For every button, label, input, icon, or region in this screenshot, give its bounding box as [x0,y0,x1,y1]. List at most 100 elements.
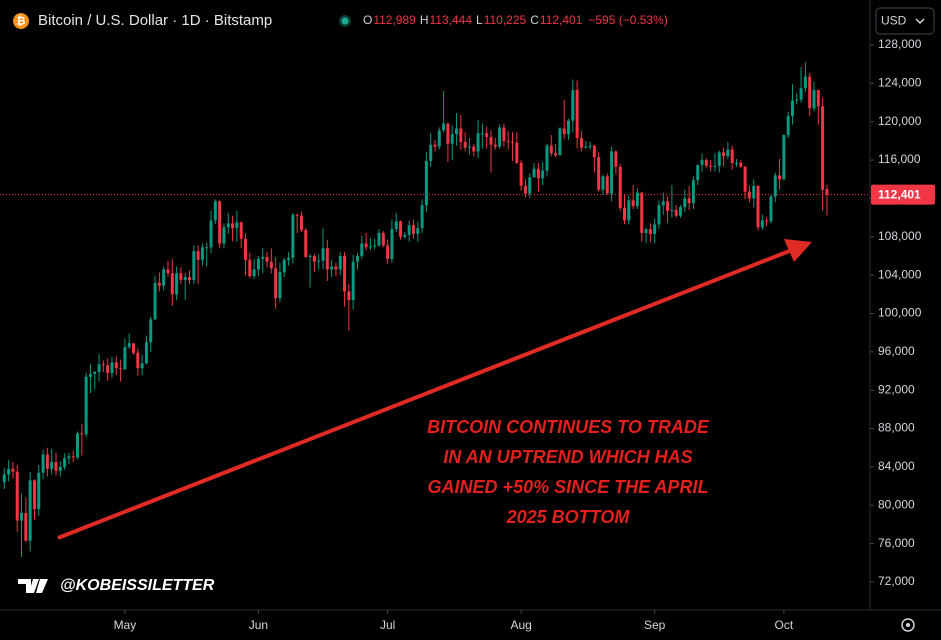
candle-body [717,152,721,166]
candle-body [511,141,515,143]
candle-body [790,100,794,116]
candle-body [334,266,338,270]
candle-body [519,162,523,186]
candle-body [368,246,372,248]
candle-body [450,134,454,144]
candle-body [200,247,204,260]
candle-body [713,165,717,167]
candle-body [390,229,394,259]
legend-key: H [420,13,429,27]
candle-body [399,221,403,237]
candle-body [140,363,144,369]
candle-body [523,185,527,194]
logo [18,579,48,593]
candle-body [515,142,519,163]
candle-body [360,243,364,256]
coin-icon [13,13,29,29]
candle-body [162,269,166,286]
candle-body [696,164,700,181]
candle-body [476,133,480,152]
candle-body [489,137,493,145]
candle-body [411,225,415,234]
candle-body [437,130,441,147]
x-tick-label: May [114,618,137,632]
candle-body [640,192,644,233]
candle-body [678,207,682,216]
candle-body [674,209,678,216]
candle-body [799,88,803,100]
candle-body [188,277,192,280]
candle-body [433,144,437,147]
candle-body [765,220,769,222]
legend-value: 113,444 [430,13,473,27]
candle-body [812,90,816,109]
candle-body [76,433,80,458]
candle-body [795,99,799,101]
x-tick-label: Aug [510,618,531,632]
legend-change: −595 (−0.53%) [588,13,667,27]
candle-body [88,373,92,377]
y-tick-label: 96,000 [878,344,915,358]
candle-body [209,220,213,248]
currency-button[interactable] [875,7,935,35]
candle-body [37,472,41,510]
candle-body [691,180,695,204]
candle-body [196,251,200,260]
candle-body [377,232,381,246]
settings-icon[interactable] [901,618,915,632]
candle-body [575,90,579,139]
candle-body [773,175,777,197]
coin-symbol: ₿ [17,15,26,27]
candle-body [455,128,459,135]
candle-body [743,166,747,192]
candle-body [132,343,136,353]
candle-body [601,176,605,190]
y-tick-label: 76,000 [878,536,915,550]
candle-body [394,221,398,230]
candle-body [239,222,243,239]
candle-body [282,259,286,273]
dropdown-caret[interactable] [915,18,925,25]
y-tick-label: 92,000 [878,382,915,396]
candle-body [648,229,652,234]
candle-body [97,364,101,372]
candle-body [467,146,471,148]
candle-body [752,185,756,199]
candle-body [424,161,428,206]
x-tick-label: Oct [775,618,794,632]
candle-body [623,208,627,221]
candle-body [554,153,558,156]
candle-body [614,151,618,167]
candle-body [747,191,751,199]
candle-body [45,454,49,469]
candle-body [110,362,114,373]
candle-body [351,261,355,301]
candle-body [175,273,179,295]
candle-body [24,512,28,541]
legend-key: L [476,13,483,27]
candle-body [782,135,786,180]
candle-body [278,272,282,299]
watermark-text: @KOBEISSILETTER [60,577,215,594]
currency[interactable]: USD [881,14,907,28]
annotation-line: GAINED +50% SINCE THE APRIL [428,477,709,497]
candle-body [235,222,239,229]
candle-body [657,205,661,225]
candle-body [420,205,424,229]
candle-body [498,127,502,147]
status-dot [341,17,349,25]
candle-body [709,165,713,167]
candle-body [248,259,252,277]
candle-body [321,248,325,261]
y-tick-label: 128,000 [878,37,922,51]
price-tag-label: 112,401 [878,187,921,201]
candle-body [485,133,489,138]
candle-body [93,371,97,374]
settings-icon-center [906,623,910,627]
candle-body [41,454,45,473]
legend-key: C [530,13,539,27]
candle-body [170,273,174,295]
candle-body [312,255,316,262]
candle-body [506,140,510,142]
